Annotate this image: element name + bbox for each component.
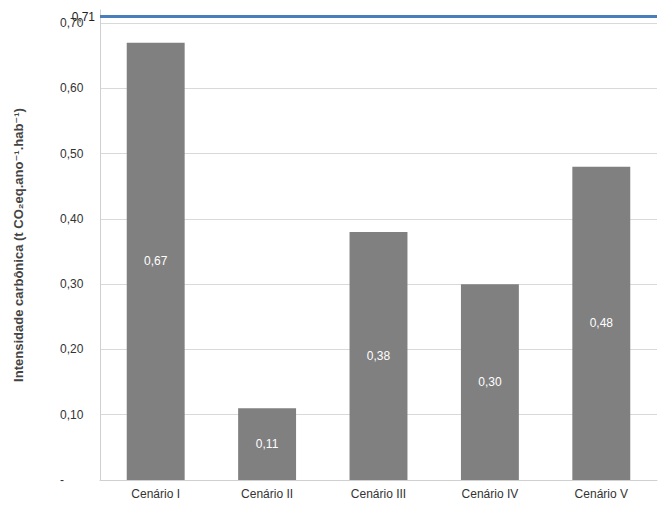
svg-text:0,60: 0,60	[60, 81, 84, 95]
svg-text:0,20: 0,20	[60, 342, 84, 356]
svg-text:0,30: 0,30	[60, 277, 84, 291]
svg-text:Cenário IV: Cenário IV	[462, 487, 519, 501]
svg-text:0,67: 0,67	[144, 254, 168, 268]
svg-text:Cenário II: Cenário II	[241, 487, 293, 501]
svg-text:0,10: 0,10	[60, 408, 84, 422]
svg-text:-: -	[60, 473, 64, 487]
svg-text:0,71: 0,71	[72, 10, 96, 24]
svg-text:0,40: 0,40	[60, 212, 84, 226]
svg-text:Cenário V: Cenário V	[575, 487, 628, 501]
svg-text:0,48: 0,48	[590, 316, 614, 330]
svg-text:0,30: 0,30	[478, 375, 502, 389]
svg-text:0,38: 0,38	[367, 349, 391, 363]
svg-text:0,11: 0,11	[256, 437, 279, 451]
svg-text:0,50: 0,50	[60, 147, 84, 161]
svg-text:Cenário I: Cenário I	[131, 487, 180, 501]
svg-text:Cenário III: Cenário III	[351, 487, 406, 501]
svg-text:Intensidade carbônica (t CO₂eq: Intensidade carbônica (t CO₂eq.ano⁻¹.hab…	[11, 108, 26, 382]
